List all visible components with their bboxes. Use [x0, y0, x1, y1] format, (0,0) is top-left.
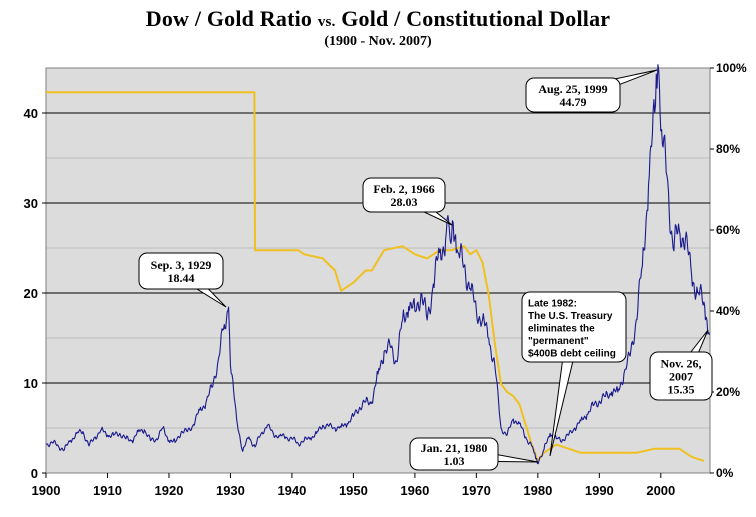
callout-text: 1.03 [444, 454, 465, 468]
chart-title: Dow / Gold Ratio vs. Gold / Constitution… [0, 6, 756, 32]
callout-box [649, 351, 713, 401]
callout-text: Sep. 3, 1929 [151, 258, 212, 272]
x-tick-label: 2000 [646, 483, 675, 498]
callout-box [362, 177, 446, 213]
title-part-right: Gold / Constitutional Dollar [335, 6, 611, 31]
x-tick-label: 1940 [277, 483, 306, 498]
x-tick-label: 1970 [462, 483, 491, 498]
callout-text: The U.S. Treasury [528, 311, 613, 322]
y-right-tick-label: 40% [716, 304, 740, 318]
y-right-tick-label: 100% [716, 61, 747, 75]
x-tick-label: 1960 [400, 483, 429, 498]
callout-box [525, 77, 621, 113]
callout-text: Nov. 26, [660, 357, 701, 371]
callout-text: eliminates the [528, 323, 595, 334]
callout-box [138, 252, 224, 290]
y-right-tick-label: 20% [716, 385, 740, 399]
callout-text: Feb. 2, 1966 [373, 182, 434, 196]
callout-box [409, 437, 499, 471]
callout-text: Late 1982: [528, 298, 577, 309]
callout-text: 2007 [669, 370, 693, 384]
title-vs: vs. [317, 14, 336, 30]
chart-subtitle: (1900 - Nov. 2007) [324, 34, 432, 49]
gold-dollar-line [46, 91, 705, 462]
y-right-tick-label: 60% [716, 223, 740, 237]
y-left-tick-label: 0 [31, 466, 38, 481]
chart-title-block: Dow / Gold Ratio vs. Gold / Constitution… [0, 6, 756, 50]
callout-text: Jan. 21, 1980 [421, 441, 488, 455]
callout-box [521, 291, 627, 363]
callout-text: 15.35 [668, 383, 695, 397]
callout-text: 18.44 [168, 271, 195, 285]
series-layer [45, 64, 710, 465]
x-tick-label: 1930 [216, 483, 245, 498]
callout-text: 28.03 [391, 195, 418, 209]
callout-text: Aug. 25, 1999 [538, 82, 607, 96]
callout-text: 44.79 [560, 95, 587, 109]
y-left-tick-label: 40 [24, 106, 38, 121]
title-part-left: Dow / Gold Ratio [145, 6, 318, 31]
y-left-tick-label: 20 [24, 286, 38, 301]
y-right-tick-label: 0% [716, 466, 734, 480]
callout-text: "permanent" [528, 336, 589, 347]
y-left-tick-label: 10 [24, 376, 38, 391]
x-tick-label: 1990 [585, 483, 614, 498]
x-tick-label: 1900 [32, 483, 61, 498]
dow-gold-ratio-line [45, 64, 710, 465]
y-right-tick-label: 80% [716, 142, 740, 156]
axes: 1900 1910 1920 1930 1940 1950 1960 1970 1980 1990… [24, 61, 747, 498]
x-tick-label: 1980 [523, 483, 552, 498]
x-tick-label: 1910 [93, 483, 122, 498]
callout-text: $400B debt ceiling [528, 348, 616, 359]
y-left-tick-label: 30 [24, 196, 38, 211]
x-tick-label: 1950 [339, 483, 368, 498]
x-tick-label: 1920 [155, 483, 184, 498]
